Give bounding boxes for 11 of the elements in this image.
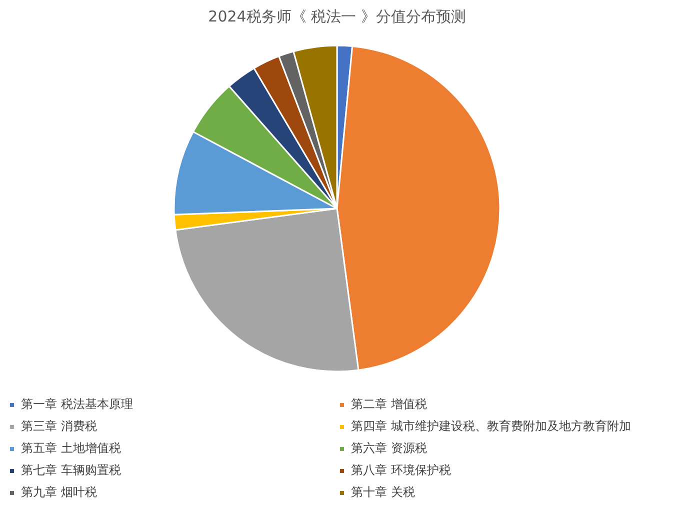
legend-label: 第八章 环境保护税 <box>351 462 451 479</box>
legend-label: 第五章 土地增值税 <box>21 440 121 457</box>
legend-label: 第二章 增值税 <box>351 396 427 413</box>
legend-label: 第十章 关税 <box>351 484 415 501</box>
legend-label: 第三章 消费税 <box>21 418 97 435</box>
legend-label: 第七章 车辆购置税 <box>21 462 121 479</box>
legend-label: 第四章 城市维护建设税、教育费附加及地方教育附加 <box>351 418 631 435</box>
legend-label: 第六章 资源税 <box>351 440 427 457</box>
legend-label: 第一章 税法基本原理 <box>21 396 133 413</box>
chart-title: 2024税务师《 税法一 》分值分布预测 <box>208 8 466 26</box>
legend-label: 第九章 烟叶税 <box>21 484 97 501</box>
